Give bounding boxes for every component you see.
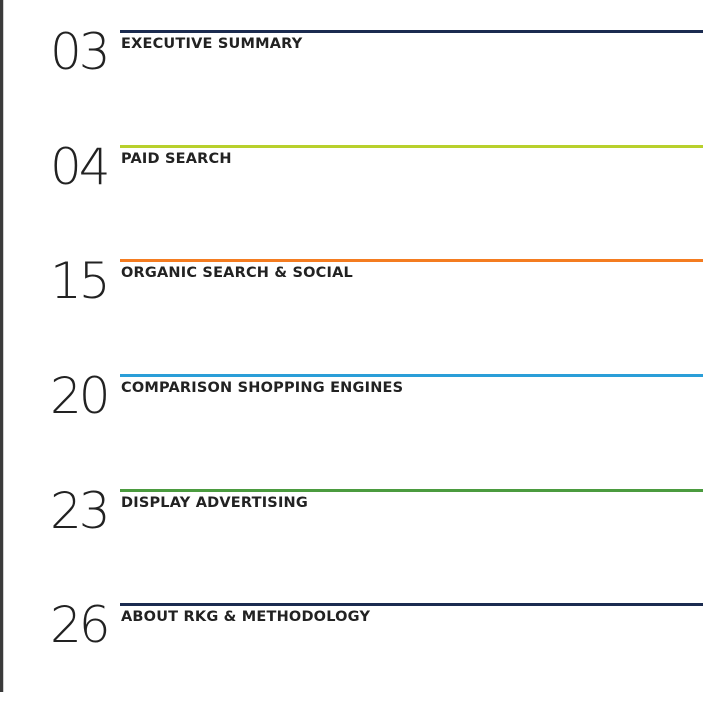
section-rule	[120, 30, 703, 33]
section-rule	[120, 259, 703, 262]
page-edge-highlight	[3, 0, 4, 692]
section-title[interactable]: COMPARISON SHOPPING ENGINES	[121, 380, 404, 396]
page-number: 15	[50, 252, 111, 310]
page-number: 26	[50, 596, 111, 654]
toc-entry[interactable]: 15 ORGANIC SEARCH & SOCIAL	[0, 252, 703, 359]
section-rule	[120, 145, 703, 148]
toc-entry[interactable]: 03 EXECUTIVE SUMMARY	[0, 23, 703, 130]
section-rule	[120, 374, 703, 377]
page-number: 03	[50, 23, 111, 81]
section-rule	[120, 603, 703, 606]
toc-entry[interactable]: 23 DISPLAY ADVERTISING	[0, 482, 703, 589]
section-rule	[120, 489, 703, 492]
toc-entry[interactable]: 26 ABOUT RKG & METHODOLOGY	[0, 596, 703, 703]
page-number: 20	[50, 367, 111, 425]
toc-entry[interactable]: 20 COMPARISON SHOPPING ENGINES	[0, 367, 703, 474]
section-title[interactable]: ABOUT RKG & METHODOLOGY	[121, 609, 371, 625]
section-title[interactable]: ORGANIC SEARCH & SOCIAL	[121, 265, 353, 281]
page-number: 23	[50, 482, 111, 540]
page-number: 04	[50, 138, 111, 196]
toc-entry[interactable]: 04 PAID SEARCH	[0, 138, 703, 245]
section-title[interactable]: DISPLAY ADVERTISING	[121, 495, 308, 511]
section-title[interactable]: EXECUTIVE SUMMARY	[121, 36, 303, 52]
section-title[interactable]: PAID SEARCH	[121, 151, 232, 167]
page-edge	[0, 0, 3, 692]
